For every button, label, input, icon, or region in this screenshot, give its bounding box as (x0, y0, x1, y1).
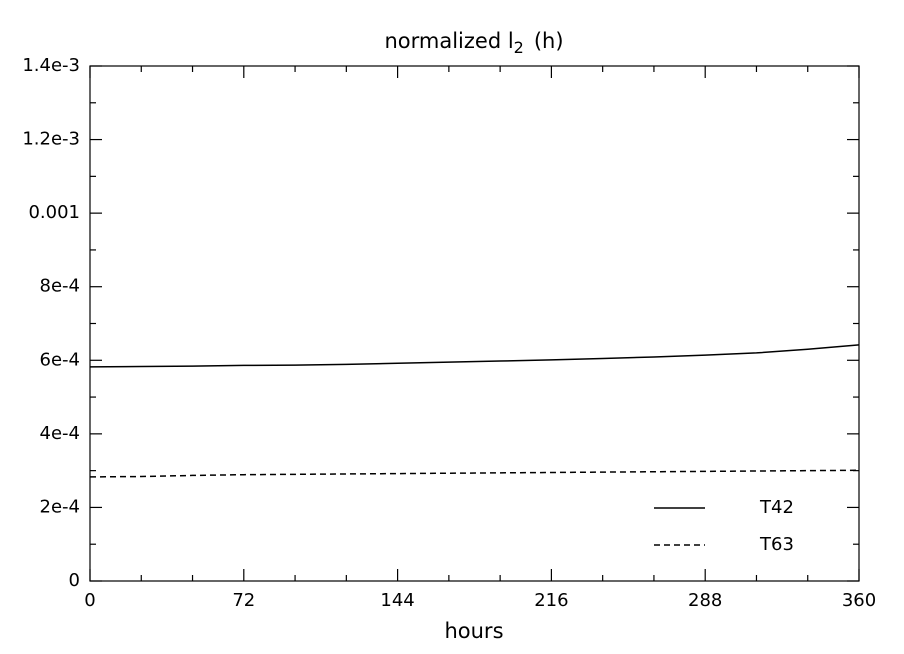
y-tick-label: 6e-4 (40, 349, 80, 370)
x-tick-label: 288 (688, 590, 722, 611)
series-line (89, 344, 860, 368)
y-tick-label: 0.001 (28, 202, 80, 223)
y-tick-label: 0 (69, 570, 80, 591)
chart-title: normalized l2 (h) (384, 29, 563, 57)
legend-label: T63 (759, 534, 794, 555)
x-axis-label: hours (444, 619, 503, 643)
title-subscript: 2 (514, 38, 524, 57)
legend-label: T42 (759, 497, 794, 518)
x-tick-label: 360 (842, 590, 876, 611)
title-text: normalized l (384, 29, 513, 53)
y-tick-label: 1.2e-3 (22, 129, 80, 150)
series-line (89, 469, 860, 478)
x-tick-label: 0 (84, 590, 95, 611)
plot-frame (89, 65, 860, 582)
y-tick-label: 4e-4 (40, 423, 80, 444)
x-tick-label: 144 (380, 590, 414, 611)
title-suffix: (h) (534, 29, 564, 53)
y-tick-label: 8e-4 (40, 276, 80, 297)
y-tick-label: 2e-4 (40, 496, 80, 517)
x-tick-label: 216 (534, 590, 568, 611)
x-tick-label: 72 (232, 590, 255, 611)
y-tick-label: 1.4e-3 (22, 55, 80, 76)
